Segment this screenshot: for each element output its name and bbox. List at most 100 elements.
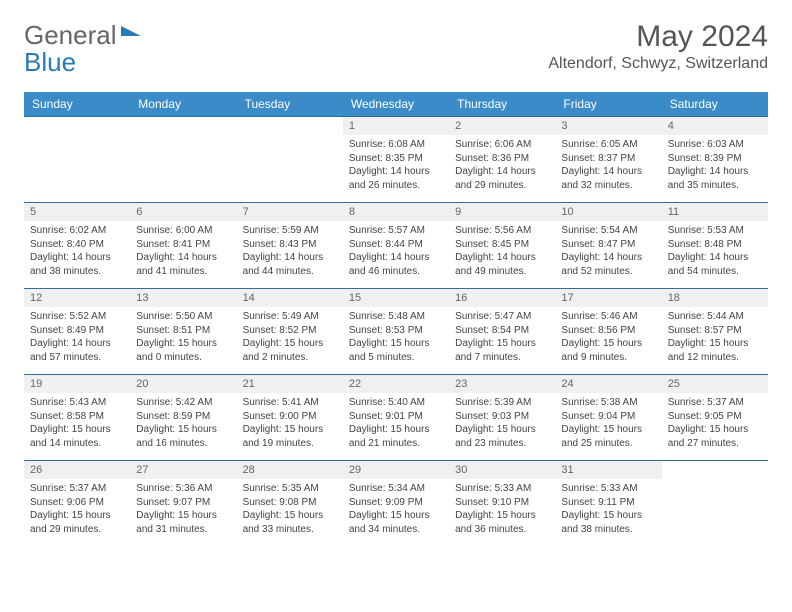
day-details: Sunrise: 6:08 AMSunset: 8:35 PMDaylight:…: [343, 135, 449, 198]
day-details: Sunrise: 5:34 AMSunset: 9:09 PMDaylight:…: [343, 479, 449, 542]
daylight-text-1: Daylight: 15 hours: [136, 337, 230, 351]
title-block: May 2024 Altendorf, Schwyz, Switzerland: [548, 20, 768, 73]
calendar-cell: 13Sunrise: 5:50 AMSunset: 8:51 PMDayligh…: [130, 289, 236, 375]
day-number: 5: [24, 203, 130, 221]
day-details: Sunrise: 6:03 AMSunset: 8:39 PMDaylight:…: [662, 135, 768, 198]
calendar-cell: 29Sunrise: 5:34 AMSunset: 9:09 PMDayligh…: [343, 461, 449, 547]
day-number: 19: [24, 375, 130, 393]
sunrise-text: Sunrise: 5:59 AM: [243, 224, 337, 238]
daylight-text-1: Daylight: 15 hours: [243, 509, 337, 523]
sunset-text: Sunset: 8:45 PM: [455, 238, 549, 252]
sunrise-text: Sunrise: 5:33 AM: [561, 482, 655, 496]
calendar-cell: 31Sunrise: 5:33 AMSunset: 9:11 PMDayligh…: [555, 461, 661, 547]
sunset-text: Sunset: 9:06 PM: [30, 496, 124, 510]
day-header: Thursday: [449, 92, 555, 117]
daylight-text-2: and 54 minutes.: [668, 265, 762, 279]
day-number: 11: [662, 203, 768, 221]
day-number: 8: [343, 203, 449, 221]
sunset-text: Sunset: 8:57 PM: [668, 324, 762, 338]
day-number: 12: [24, 289, 130, 307]
sunset-text: Sunset: 9:01 PM: [349, 410, 443, 424]
daylight-text-2: and 29 minutes.: [455, 179, 549, 193]
calendar-cell: 10Sunrise: 5:54 AMSunset: 8:47 PMDayligh…: [555, 203, 661, 289]
daylight-text-2: and 52 minutes.: [561, 265, 655, 279]
day-details: Sunrise: 5:49 AMSunset: 8:52 PMDaylight:…: [237, 307, 343, 370]
calendar-week: 5Sunrise: 6:02 AMSunset: 8:40 PMDaylight…: [24, 203, 768, 289]
calendar-cell: 24Sunrise: 5:38 AMSunset: 9:04 PMDayligh…: [555, 375, 661, 461]
calendar-table: SundayMondayTuesdayWednesdayThursdayFrid…: [24, 92, 768, 547]
sunset-text: Sunset: 9:00 PM: [243, 410, 337, 424]
daylight-text-1: Daylight: 14 hours: [349, 251, 443, 265]
calendar-cell: 4Sunrise: 6:03 AMSunset: 8:39 PMDaylight…: [662, 117, 768, 203]
sunrise-text: Sunrise: 5:41 AM: [243, 396, 337, 410]
page-title: May 2024: [548, 20, 768, 53]
calendar-cell: 18Sunrise: 5:44 AMSunset: 8:57 PMDayligh…: [662, 289, 768, 375]
sunrise-text: Sunrise: 5:57 AM: [349, 224, 443, 238]
day-number: 14: [237, 289, 343, 307]
calendar-cell: 14Sunrise: 5:49 AMSunset: 8:52 PMDayligh…: [237, 289, 343, 375]
calendar-cell: 15Sunrise: 5:48 AMSunset: 8:53 PMDayligh…: [343, 289, 449, 375]
calendar-cell: 8Sunrise: 5:57 AMSunset: 8:44 PMDaylight…: [343, 203, 449, 289]
day-details: Sunrise: 5:48 AMSunset: 8:53 PMDaylight:…: [343, 307, 449, 370]
sunrise-text: Sunrise: 5:48 AM: [349, 310, 443, 324]
calendar-cell: 16Sunrise: 5:47 AMSunset: 8:54 PMDayligh…: [449, 289, 555, 375]
day-details: Sunrise: 5:37 AMSunset: 9:06 PMDaylight:…: [24, 479, 130, 542]
daylight-text-2: and 21 minutes.: [349, 437, 443, 451]
day-details: Sunrise: 5:57 AMSunset: 8:44 PMDaylight:…: [343, 221, 449, 284]
sunset-text: Sunset: 9:05 PM: [668, 410, 762, 424]
day-details: Sunrise: 5:42 AMSunset: 8:59 PMDaylight:…: [130, 393, 236, 456]
day-header: Friday: [555, 92, 661, 117]
page-location: Altendorf, Schwyz, Switzerland: [548, 55, 768, 73]
sunrise-text: Sunrise: 5:52 AM: [30, 310, 124, 324]
daylight-text-1: Daylight: 15 hours: [30, 423, 124, 437]
day-number: 9: [449, 203, 555, 221]
sunset-text: Sunset: 9:11 PM: [561, 496, 655, 510]
sunrise-text: Sunrise: 5:39 AM: [455, 396, 549, 410]
daylight-text-1: Daylight: 15 hours: [455, 423, 549, 437]
calendar-head: SundayMondayTuesdayWednesdayThursdayFrid…: [24, 92, 768, 117]
daylight-text-2: and 19 minutes.: [243, 437, 337, 451]
daylight-text-2: and 34 minutes.: [349, 523, 443, 537]
daylight-text-1: Daylight: 14 hours: [30, 251, 124, 265]
calendar-cell: 2Sunrise: 6:06 AMSunset: 8:36 PMDaylight…: [449, 117, 555, 203]
daylight-text-2: and 41 minutes.: [136, 265, 230, 279]
brand-part2: Blue: [24, 47, 76, 77]
daylight-text-2: and 29 minutes.: [30, 523, 124, 537]
calendar-cell: 19Sunrise: 5:43 AMSunset: 8:58 PMDayligh…: [24, 375, 130, 461]
day-number: 22: [343, 375, 449, 393]
sunset-text: Sunset: 9:10 PM: [455, 496, 549, 510]
daylight-text-2: and 44 minutes.: [243, 265, 337, 279]
day-number: 30: [449, 461, 555, 479]
daylight-text-1: Daylight: 15 hours: [136, 509, 230, 523]
sunrise-text: Sunrise: 6:05 AM: [561, 138, 655, 152]
day-details: Sunrise: 5:33 AMSunset: 9:11 PMDaylight:…: [555, 479, 661, 542]
day-details: Sunrise: 5:50 AMSunset: 8:51 PMDaylight:…: [130, 307, 236, 370]
sunrise-text: Sunrise: 5:54 AM: [561, 224, 655, 238]
calendar-cell: 30Sunrise: 5:33 AMSunset: 9:10 PMDayligh…: [449, 461, 555, 547]
daylight-text-1: Daylight: 15 hours: [561, 337, 655, 351]
sunrise-text: Sunrise: 5:46 AM: [561, 310, 655, 324]
sunset-text: Sunset: 8:59 PM: [136, 410, 230, 424]
day-details: Sunrise: 5:46 AMSunset: 8:56 PMDaylight:…: [555, 307, 661, 370]
sunset-text: Sunset: 8:53 PM: [349, 324, 443, 338]
sunset-text: Sunset: 8:43 PM: [243, 238, 337, 252]
day-number: 15: [343, 289, 449, 307]
daylight-text-2: and 35 minutes.: [668, 179, 762, 193]
day-number: 6: [130, 203, 236, 221]
day-number: 18: [662, 289, 768, 307]
sunrise-text: Sunrise: 5:34 AM: [349, 482, 443, 496]
calendar-cell: 3Sunrise: 6:05 AMSunset: 8:37 PMDaylight…: [555, 117, 661, 203]
sunset-text: Sunset: 8:36 PM: [455, 152, 549, 166]
sunrise-text: Sunrise: 5:47 AM: [455, 310, 549, 324]
calendar-cell: 11Sunrise: 5:53 AMSunset: 8:48 PMDayligh…: [662, 203, 768, 289]
sunset-text: Sunset: 8:51 PM: [136, 324, 230, 338]
day-header: Saturday: [662, 92, 768, 117]
sunrise-text: Sunrise: 5:56 AM: [455, 224, 549, 238]
calendar-cell: 23Sunrise: 5:39 AMSunset: 9:03 PMDayligh…: [449, 375, 555, 461]
day-details: Sunrise: 5:33 AMSunset: 9:10 PMDaylight:…: [449, 479, 555, 542]
calendar-cell: 26Sunrise: 5:37 AMSunset: 9:06 PMDayligh…: [24, 461, 130, 547]
day-details: Sunrise: 6:00 AMSunset: 8:41 PMDaylight:…: [130, 221, 236, 284]
daylight-text-1: Daylight: 14 hours: [668, 165, 762, 179]
sunset-text: Sunset: 8:49 PM: [30, 324, 124, 338]
daylight-text-1: Daylight: 14 hours: [136, 251, 230, 265]
